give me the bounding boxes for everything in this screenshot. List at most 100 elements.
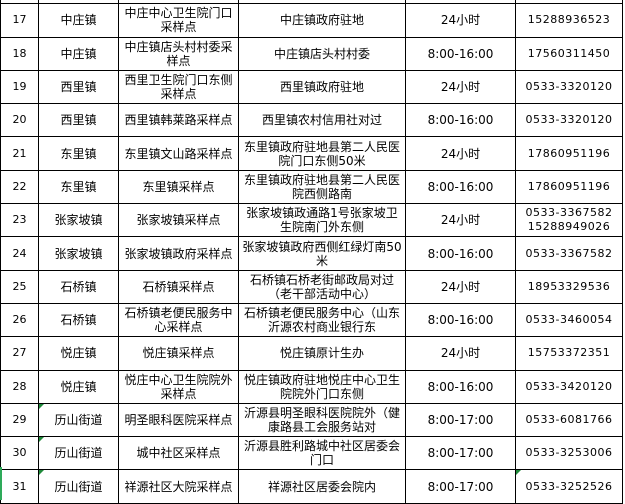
row-number-cell[interactable]: 27 bbox=[0, 336, 39, 371]
row-number-cell[interactable]: 26 bbox=[0, 302, 39, 338]
row-number-cell[interactable]: 29 bbox=[0, 402, 39, 438]
town-cell[interactable]: 石桥镇 bbox=[38, 269, 119, 304]
phone-cell[interactable]: 0533-3320120 bbox=[515, 103, 623, 138]
row-number-cell[interactable]: 25 bbox=[0, 269, 39, 304]
table-row: 31 历山街道 祥源社区大院采样点 祥源社区居委会院内 8:00-17:00 0533-3… bbox=[0, 469, 623, 504]
town-cell[interactable]: 中庄镇 bbox=[38, 3, 119, 38]
phone-cell[interactable]: 18953329536 bbox=[515, 269, 623, 304]
address-cell[interactable]: 中庄镇店头村村委 bbox=[238, 36, 406, 71]
town-cell[interactable]: 中庄镇 bbox=[38, 36, 119, 71]
hours-cell[interactable]: 8:00-16:00 bbox=[405, 236, 516, 271]
address-cell[interactable]: 悦庄镇原计生办 bbox=[238, 336, 406, 371]
site-cell[interactable]: 明圣眼科医院采样点 bbox=[118, 402, 239, 438]
site-cell[interactable]: 东里镇文山路采样点 bbox=[118, 136, 239, 171]
phone-cell[interactable]: 17560311450 bbox=[515, 36, 623, 71]
hours-cell[interactable]: 24小时 bbox=[405, 203, 516, 238]
site-cell[interactable]: 西里镇韩莱路采样点 bbox=[118, 103, 239, 138]
row-number-cell[interactable]: 17 bbox=[0, 3, 39, 38]
hours-cell[interactable]: 8:00-16:00 bbox=[405, 169, 516, 205]
hours-cell[interactable]: 8:00-17:00 bbox=[405, 469, 516, 504]
phone-cell[interactable]: 15288936523 bbox=[515, 3, 623, 38]
phone-cell[interactable]: 0533-3367582 bbox=[515, 236, 623, 271]
address-cell[interactable]: 张家坡镇政府西侧红绿灯南50米 bbox=[238, 236, 406, 271]
hours-cell[interactable]: 8:00-17:00 bbox=[405, 436, 516, 471]
town-cell[interactable]: 历山街道 bbox=[38, 402, 119, 438]
hours-cell[interactable]: 8:00-16:00 bbox=[405, 302, 516, 338]
town-cell[interactable]: 张家坡镇 bbox=[38, 236, 119, 271]
row-number-cell[interactable]: 24 bbox=[0, 236, 39, 271]
hours-cell[interactable]: 24小时 bbox=[405, 136, 516, 171]
phone-cell[interactable]: 15753372351 bbox=[515, 336, 623, 371]
site-cell[interactable]: 张家坡镇政府采样点 bbox=[118, 236, 239, 271]
hours-cell[interactable]: 8:00-16:00 bbox=[405, 36, 516, 71]
address-cell[interactable]: 沂源县胜利路城中社区居委会门口 bbox=[238, 436, 406, 471]
address-cell[interactable]: 东里镇政府驻地县第二人民医院西侧路南 bbox=[238, 169, 406, 205]
site-cell[interactable]: 中庄中心卫生院门口采样点 bbox=[118, 3, 239, 38]
site-cell[interactable]: 东里镇采样点 bbox=[118, 169, 239, 205]
row-number-cell[interactable]: 31 bbox=[0, 469, 39, 504]
site-cell[interactable]: 城中社区采样点 bbox=[118, 436, 239, 471]
table-row: 22 东里镇 东里镇采样点 东里镇政府驻地县第二人民医院西侧路南 8:00-16:00 1… bbox=[0, 169, 623, 205]
phone-cell[interactable]: 0533-3460054 bbox=[515, 302, 623, 338]
phone-cell[interactable]: 0533-3253006 bbox=[515, 436, 623, 471]
site-cell[interactable]: 石桥镇老便民服务中心采样点 bbox=[118, 302, 239, 338]
row-number-cell[interactable]: 19 bbox=[0, 69, 39, 105]
row-number-cell[interactable]: 21 bbox=[0, 136, 39, 171]
table-row: 19 西里镇 西里卫生院门口东侧采样点 西里镇政府驻地 24小时 0533-3320120 bbox=[0, 69, 623, 105]
town-cell[interactable]: 悦庄镇 bbox=[38, 336, 119, 371]
hours-cell[interactable]: 24小时 bbox=[405, 269, 516, 304]
town-cell[interactable]: 历山街道 bbox=[38, 469, 119, 504]
address-cell[interactable]: 中庄镇政府驻地 bbox=[238, 3, 406, 38]
site-cell[interactable]: 祥源社区大院采样点 bbox=[118, 469, 239, 504]
phone-cell[interactable]: 0533-6081766 bbox=[515, 402, 623, 438]
hours-cell[interactable]: 8:00-17:00 bbox=[405, 402, 516, 438]
address-cell[interactable]: 沂源县明圣眼科医院院外（健康路县工会服务站对 bbox=[238, 402, 406, 438]
table-row: 20 西里镇 西里镇韩莱路采样点 西里镇农村信用社对过 8:00-16:00 0533-3… bbox=[0, 103, 623, 138]
row-number-cell[interactable]: 23 bbox=[0, 203, 39, 238]
address-cell[interactable]: 石桥镇老便民服务中心（山东沂源农村商业银行东 bbox=[238, 302, 406, 338]
site-cell[interactable]: 悦庄中心卫生院院外采样点 bbox=[118, 369, 239, 404]
town-cell[interactable]: 西里镇 bbox=[38, 103, 119, 138]
site-cell[interactable]: 石桥镇采样点 bbox=[118, 269, 239, 304]
town-cell[interactable]: 张家坡镇 bbox=[38, 203, 119, 238]
address-cell[interactable]: 悦庄镇政府驻地悦庄中心卫生院院外门口东侧 bbox=[238, 369, 406, 404]
phone-cell[interactable]: 0533-3252526 bbox=[515, 469, 623, 504]
town-cell[interactable]: 东里镇 bbox=[38, 169, 119, 205]
town-cell[interactable]: 西里镇 bbox=[38, 69, 119, 105]
address-cell[interactable]: 西里镇政府驻地 bbox=[238, 69, 406, 105]
hours-cell[interactable]: 24小时 bbox=[405, 69, 516, 105]
row-number-cell[interactable]: 22 bbox=[0, 169, 39, 205]
row-number-cell[interactable]: 28 bbox=[0, 369, 39, 404]
phone-cell[interactable]: 0533-3420120 bbox=[515, 369, 623, 404]
address-cell[interactable]: 西里镇农村信用社对过 bbox=[238, 103, 406, 138]
address-cell[interactable]: 祥源社区居委会院内 bbox=[238, 469, 406, 504]
address-cell[interactable]: 东里镇政府驻地县第二人民医院门口东侧50米 bbox=[238, 136, 406, 171]
site-cell[interactable]: 中庄镇店头村村委采样点 bbox=[118, 36, 239, 71]
town-cell[interactable]: 悦庄镇 bbox=[38, 369, 119, 404]
row-number-cell[interactable]: 18 bbox=[0, 36, 39, 71]
town-cell[interactable]: 东里镇 bbox=[38, 136, 119, 171]
phone-cell[interactable]: 0533-3320120 bbox=[515, 69, 623, 105]
site-cell[interactable]: 西里卫生院门口东侧采样点 bbox=[118, 69, 239, 105]
hours-cell[interactable]: 8:00-16:00 bbox=[405, 103, 516, 138]
row-number-cell[interactable]: 20 bbox=[0, 103, 39, 138]
table-row: 18 中庄镇 中庄镇店头村村委采样点 中庄镇店头村村委 8:00-16:00 175603… bbox=[0, 36, 623, 71]
selection-edge bbox=[0, 467, 2, 500]
table-row: 29 历山街道 明圣眼科医院采样点 沂源县明圣眼科医院院外（健康路县工会服务站对 8:0… bbox=[0, 402, 623, 438]
table-row: 17 中庄镇 中庄中心卫生院门口采样点 中庄镇政府驻地 24小时 15288936523 bbox=[0, 3, 623, 38]
phone-cell[interactable]: 17860951196 bbox=[515, 169, 623, 205]
phone-cell[interactable]: 17860951196 bbox=[515, 136, 623, 171]
table-row: 28 悦庄镇 悦庄中心卫生院院外采样点 悦庄镇政府驻地悦庄中心卫生院院外门口东侧 8:0… bbox=[0, 369, 623, 404]
site-cell[interactable]: 张家坡镇采样点 bbox=[118, 203, 239, 238]
hours-cell[interactable]: 24小时 bbox=[405, 3, 516, 38]
site-cell[interactable]: 悦庄镇采样点 bbox=[118, 336, 239, 371]
row-number-cell[interactable]: 30 bbox=[0, 436, 39, 471]
phone-cell[interactable]: 0533-3367582 15288949026 bbox=[515, 203, 623, 238]
hours-cell[interactable]: 8:00-16:00 bbox=[405, 369, 516, 404]
town-cell[interactable]: 石桥镇 bbox=[38, 302, 119, 338]
address-cell[interactable]: 张家坡镇政通路1号张家坡卫生院南门外东侧 bbox=[238, 203, 406, 238]
hours-cell[interactable]: 24小时 bbox=[405, 336, 516, 371]
town-cell[interactable]: 历山街道 bbox=[38, 436, 119, 471]
address-cell[interactable]: 石桥镇石桥老街邮政局对过（老干部活动中心） bbox=[238, 269, 406, 304]
